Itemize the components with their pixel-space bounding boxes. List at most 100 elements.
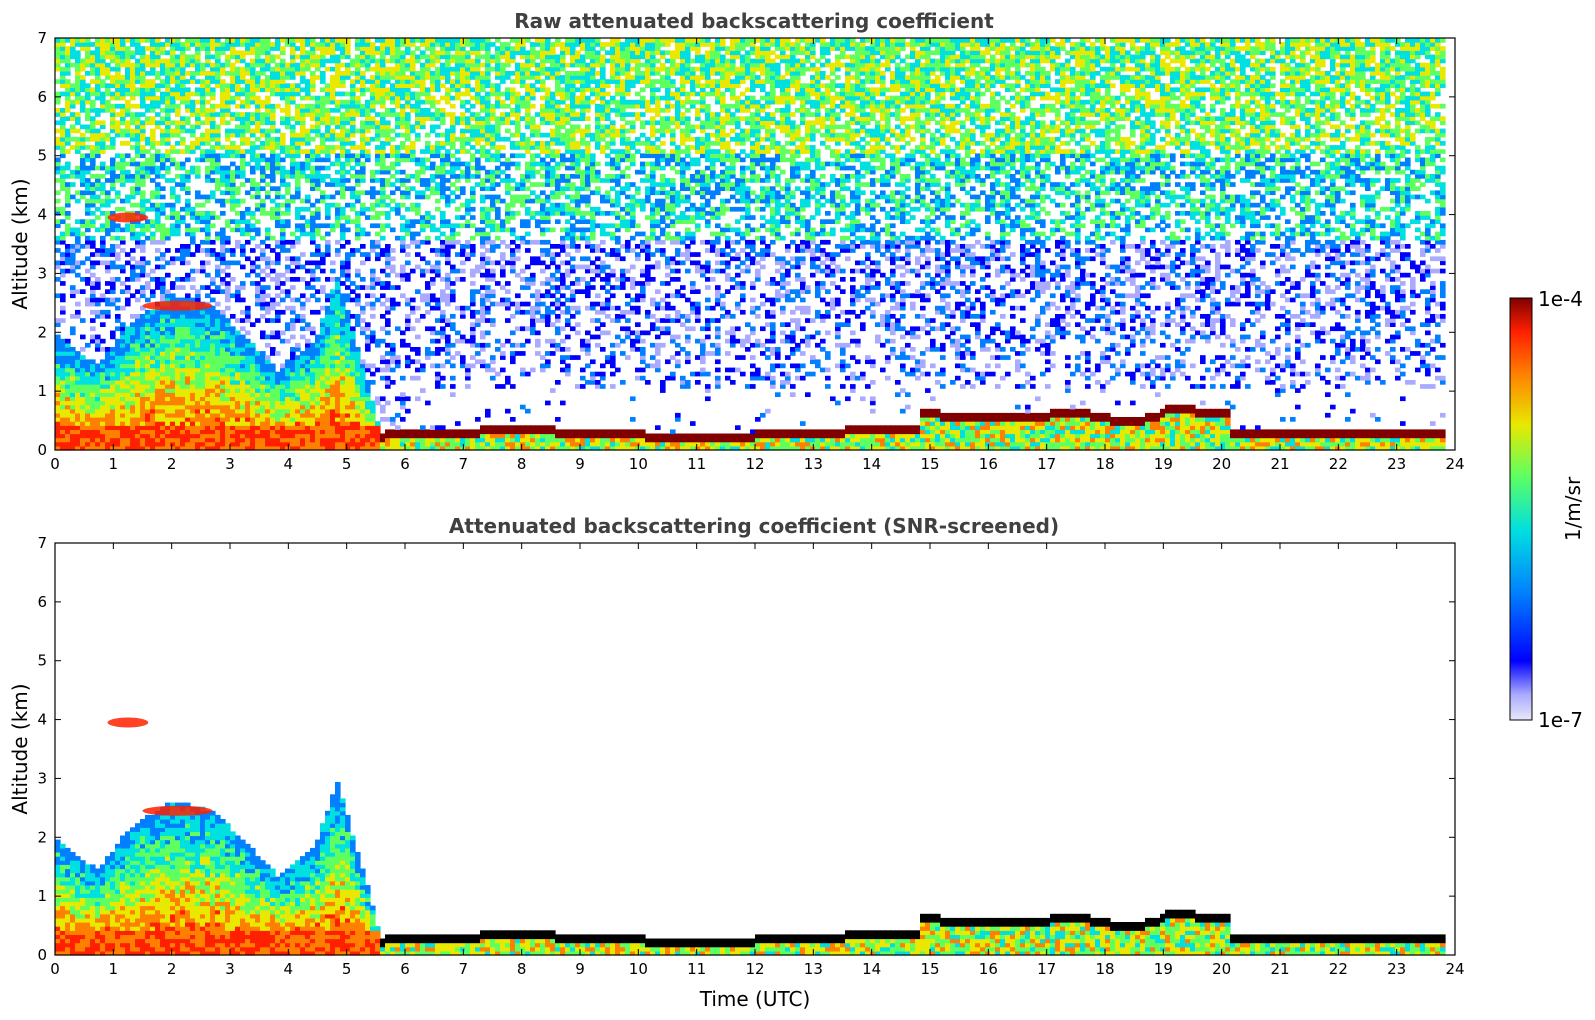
heatmap-cell [110,417,116,422]
heatmap-cell [400,108,406,113]
heatmap-cell [150,194,156,200]
heatmap-cell [105,231,111,237]
heatmap-cell [385,363,391,369]
heatmap-cell [180,182,186,187]
heatmap-cell [105,87,111,93]
heatmap-cell [235,347,241,352]
heatmap-cell [290,194,296,200]
heatmap-cell [160,384,166,389]
heatmap-cell [140,433,146,439]
heatmap-cell [105,437,111,443]
heatmap-cell [190,235,196,241]
heatmap-cell [245,305,251,311]
heatmap-cell [220,351,226,356]
heatmap-cell [165,91,171,97]
heatmap-cell [60,235,66,241]
heatmap-cell [345,351,351,356]
heatmap-cell [85,404,91,410]
heatmap-cell [155,380,161,385]
heatmap-cell [390,227,396,233]
heatmap-cell [310,174,316,179]
heatmap-cell [350,425,356,430]
heatmap-cell [285,198,291,204]
heatmap-cell [265,425,271,430]
heatmap-cell [280,363,286,369]
heatmap-cell [140,165,146,171]
heatmap-cell [120,367,126,373]
heatmap-cell [360,206,366,212]
heatmap-cell [200,38,206,43]
heatmap-cell [175,112,181,117]
heatmap-cell [245,124,251,130]
heatmap-cell [175,445,181,451]
heatmap-cell [395,441,401,447]
heatmap-cell [330,367,336,373]
heatmap-cell [365,437,371,443]
heatmap-cell [155,153,161,159]
heatmap-cell [185,272,191,278]
heatmap-cell [170,231,176,237]
heatmap-cell [65,149,71,154]
heatmap-cell [80,417,86,422]
heatmap-cell [330,305,336,311]
heatmap-cell [320,322,326,327]
heatmap-cell [275,71,281,76]
heatmap-cell [390,445,396,451]
heatmap-cell [245,112,251,117]
heatmap-cell [395,235,401,241]
heatmap-cell [220,371,226,377]
heatmap-cell [305,355,311,360]
heatmap-cell [320,318,326,323]
heatmap-cell [130,322,136,327]
heatmap-cell [355,400,361,406]
heatmap-cell [190,149,196,154]
heatmap-cell [315,396,321,402]
heatmap-cell [235,66,241,72]
heatmap-cell [70,91,76,97]
heatmap-cell [165,322,171,327]
heatmap-cell [405,157,411,163]
heatmap-cell [325,145,331,150]
heatmap-cell [245,38,251,43]
heatmap-cell [265,38,271,43]
heatmap-cell [400,227,406,233]
heatmap-cell [265,116,271,121]
heatmap-cell [225,120,231,126]
heatmap-cell [55,108,61,113]
heatmap-cell [345,141,351,146]
heatmap-cell [300,363,306,369]
heatmap-cell [300,223,306,229]
heatmap-cell [145,342,151,348]
heatmap-cell [120,95,126,101]
heatmap-cell [150,165,156,171]
heatmap-cell [130,417,136,422]
heatmap-cell [115,297,121,303]
heatmap-cell [170,38,176,43]
heatmap-cell [355,128,361,134]
heatmap-cell [320,359,326,365]
heatmap-cell [410,186,416,191]
heatmap-cell [370,108,376,113]
heatmap-cell [175,351,181,356]
heatmap-cell [300,441,306,447]
heatmap-cell [230,186,236,191]
heatmap-cell [405,227,411,233]
heatmap-cell [345,227,351,233]
heatmap-cell [245,95,251,101]
heatmap-cell [55,58,61,64]
heatmap-cell [215,396,221,402]
heatmap-cell [215,62,221,68]
heatmap-cell [75,429,81,435]
heatmap-cell [145,445,151,451]
heatmap-cell [155,375,161,381]
heatmap-cell [310,83,316,88]
heatmap-cell [55,396,61,402]
heatmap-cell [185,297,191,303]
heatmap-cell [260,392,266,397]
heatmap-cell [160,326,166,332]
heatmap-cell [150,367,156,373]
heatmap-cell [255,202,261,208]
heatmap-cell [70,46,76,51]
heatmap-cell [315,392,321,397]
heatmap-cell [165,355,171,360]
